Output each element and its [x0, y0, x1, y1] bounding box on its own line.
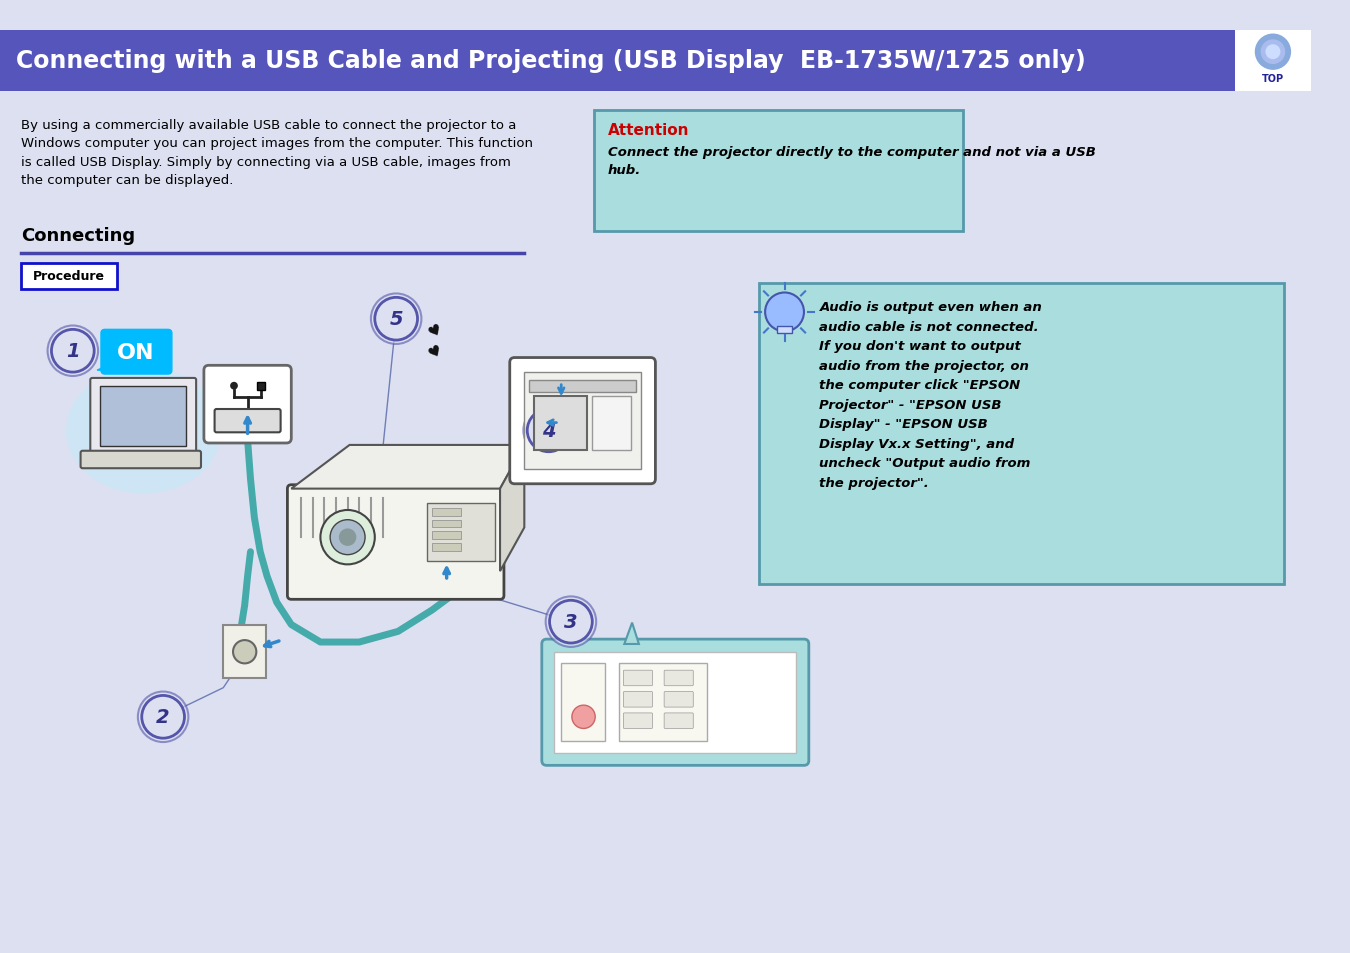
- Text: ♥: ♥: [425, 320, 444, 340]
- FancyBboxPatch shape: [529, 380, 636, 392]
- FancyBboxPatch shape: [664, 713, 694, 729]
- FancyBboxPatch shape: [593, 397, 632, 451]
- Circle shape: [234, 640, 256, 663]
- FancyBboxPatch shape: [541, 639, 809, 765]
- Circle shape: [1261, 41, 1285, 64]
- FancyBboxPatch shape: [620, 663, 707, 741]
- Circle shape: [51, 330, 94, 373]
- Circle shape: [545, 597, 597, 647]
- Polygon shape: [292, 445, 524, 489]
- Text: Audio is output even when an
audio cable is not connected.
If you don't want to : Audio is output even when an audio cable…: [819, 301, 1042, 489]
- Ellipse shape: [66, 368, 221, 494]
- FancyBboxPatch shape: [215, 410, 281, 433]
- FancyBboxPatch shape: [100, 386, 186, 446]
- FancyBboxPatch shape: [432, 543, 462, 551]
- FancyBboxPatch shape: [427, 503, 495, 562]
- Text: 3: 3: [564, 613, 578, 632]
- Circle shape: [331, 520, 364, 555]
- Circle shape: [230, 382, 238, 390]
- FancyBboxPatch shape: [90, 378, 196, 456]
- Circle shape: [138, 692, 189, 742]
- FancyBboxPatch shape: [22, 264, 116, 290]
- FancyBboxPatch shape: [664, 692, 694, 707]
- FancyBboxPatch shape: [223, 625, 266, 679]
- Circle shape: [765, 294, 805, 332]
- FancyBboxPatch shape: [535, 397, 587, 451]
- Text: ON: ON: [117, 342, 155, 362]
- Circle shape: [142, 696, 185, 739]
- Polygon shape: [500, 445, 524, 572]
- Circle shape: [1256, 35, 1291, 71]
- Circle shape: [371, 294, 421, 345]
- Text: Connecting: Connecting: [22, 227, 135, 245]
- Circle shape: [1266, 46, 1280, 59]
- Circle shape: [572, 705, 595, 729]
- Text: Connect the projector directly to the computer and not via a USB
hub.: Connect the projector directly to the co…: [608, 146, 1096, 176]
- Circle shape: [339, 529, 356, 546]
- Polygon shape: [97, 365, 109, 371]
- Text: ♥: ♥: [425, 341, 444, 361]
- FancyBboxPatch shape: [258, 382, 265, 390]
- FancyBboxPatch shape: [624, 713, 652, 729]
- FancyBboxPatch shape: [101, 330, 171, 375]
- Text: 4: 4: [541, 421, 555, 440]
- Text: Attention: Attention: [608, 123, 690, 137]
- Circle shape: [549, 600, 593, 643]
- Circle shape: [375, 298, 417, 341]
- FancyBboxPatch shape: [204, 366, 292, 443]
- FancyBboxPatch shape: [81, 452, 201, 469]
- Circle shape: [528, 410, 570, 453]
- FancyBboxPatch shape: [759, 283, 1284, 584]
- Text: 1: 1: [66, 342, 80, 361]
- FancyBboxPatch shape: [432, 520, 462, 528]
- Polygon shape: [624, 623, 639, 644]
- FancyBboxPatch shape: [0, 31, 1311, 91]
- FancyBboxPatch shape: [1235, 31, 1311, 91]
- FancyBboxPatch shape: [562, 663, 605, 741]
- Text: Connecting with a USB Cable and Projecting (USB Display  EB-1735W/1725 only): Connecting with a USB Cable and Projecti…: [16, 50, 1085, 73]
- FancyBboxPatch shape: [555, 652, 796, 753]
- Text: 5: 5: [389, 310, 402, 329]
- Text: TOP: TOP: [1262, 73, 1284, 84]
- FancyBboxPatch shape: [776, 326, 792, 334]
- Text: By using a commercially available USB cable to connect the projector to a
Window: By using a commercially available USB ca…: [22, 118, 533, 187]
- FancyBboxPatch shape: [288, 485, 504, 599]
- FancyBboxPatch shape: [594, 111, 963, 233]
- Circle shape: [524, 406, 574, 456]
- FancyBboxPatch shape: [624, 671, 652, 686]
- Text: Procedure: Procedure: [32, 271, 105, 283]
- Text: 2: 2: [157, 707, 170, 726]
- Circle shape: [320, 511, 375, 565]
- FancyBboxPatch shape: [510, 358, 655, 484]
- FancyBboxPatch shape: [664, 671, 694, 686]
- FancyBboxPatch shape: [524, 373, 641, 470]
- FancyBboxPatch shape: [624, 692, 652, 707]
- FancyBboxPatch shape: [432, 532, 462, 539]
- Circle shape: [47, 326, 99, 376]
- FancyBboxPatch shape: [432, 509, 462, 517]
